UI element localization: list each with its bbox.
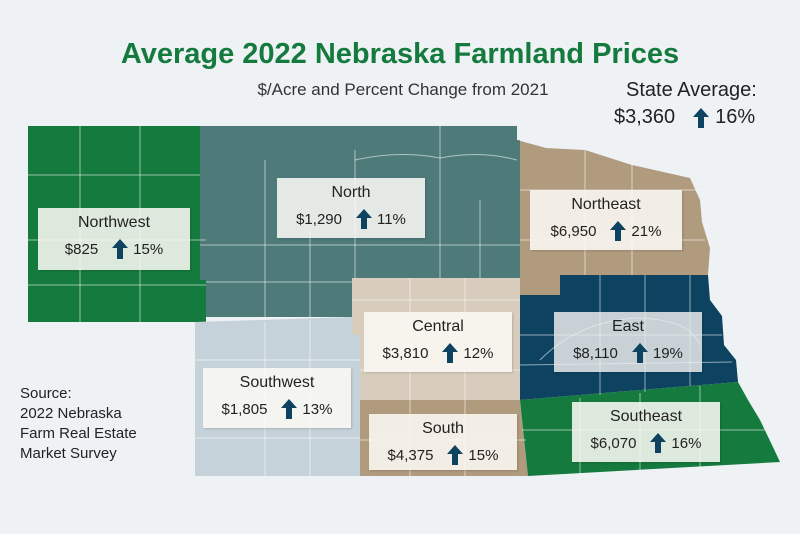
region-value: $3,810 (382, 344, 429, 362)
region-name: Northeast (571, 196, 641, 213)
up-arrow-icon (631, 343, 648, 363)
state-average-change: 16% (715, 106, 756, 128)
up-arrow-icon (442, 343, 459, 363)
region-value: $6,070 (590, 434, 637, 452)
region-change: 15% (133, 240, 164, 258)
label-east: East $8,110 19% (554, 312, 702, 372)
region-value: $1,290 (296, 210, 342, 228)
up-arrow-icon (281, 399, 298, 419)
region-value: $825 (64, 240, 99, 258)
state-average-values: $3,360 16% (614, 106, 755, 129)
source-note: Source: 2022 Nebraska Farm Real Estate M… (20, 384, 137, 464)
source-line: Source: (20, 385, 72, 402)
region-change: 19% (652, 344, 683, 362)
map-subtitle: $/Acre and Percent Change from 2021 (0, 80, 800, 100)
label-north: North $1,290 11% (277, 178, 425, 238)
region-name: Southeast (609, 408, 683, 425)
region-change: 12% (463, 344, 494, 362)
label-south: South $4,375 15% (369, 414, 517, 470)
up-arrow-icon (650, 433, 667, 453)
up-arrow-icon (447, 445, 464, 465)
region-name: Northwest (77, 214, 151, 231)
region-change: 13% (302, 400, 333, 418)
label-northwest: Northwest $825 15% (38, 208, 190, 270)
label-southeast: Southeast $6,070 16% (572, 402, 720, 462)
region-change: 16% (671, 434, 702, 452)
region-name: North (331, 184, 371, 201)
region-value: $1,805 (221, 400, 268, 418)
state-average-value: $3,360 (614, 106, 676, 128)
up-arrow-icon (693, 107, 710, 128)
region-change: 21% (631, 222, 662, 240)
region-name: Southwest (239, 374, 315, 391)
up-arrow-icon (112, 239, 129, 259)
region-name: Central (412, 318, 464, 335)
region-value: $6,950 (550, 222, 597, 240)
region-value: $8,110 (573, 344, 618, 362)
subtitle-text: $/Acre and Percent Change from 2021 (257, 80, 549, 99)
label-central: Central $3,810 12% (364, 312, 512, 372)
region-name: South (422, 420, 464, 437)
source-line: Market Survey (20, 445, 117, 462)
region-change: 11% (376, 210, 406, 228)
region-change: 15% (468, 446, 499, 464)
state-average-label: State Average: (626, 79, 757, 101)
region-value: $4,375 (387, 446, 434, 464)
map-title: Average 2022 Nebraska Farmland Prices (120, 38, 680, 70)
label-northeast: Northeast $6,950 21% (530, 190, 682, 250)
up-arrow-icon (610, 221, 627, 241)
up-arrow-icon (355, 209, 372, 229)
source-line: Farm Real Estate (20, 425, 137, 442)
region-name: East (611, 318, 644, 335)
label-southwest: Southwest $1,805 13% (203, 368, 351, 428)
source-line: 2022 Nebraska (20, 405, 122, 422)
